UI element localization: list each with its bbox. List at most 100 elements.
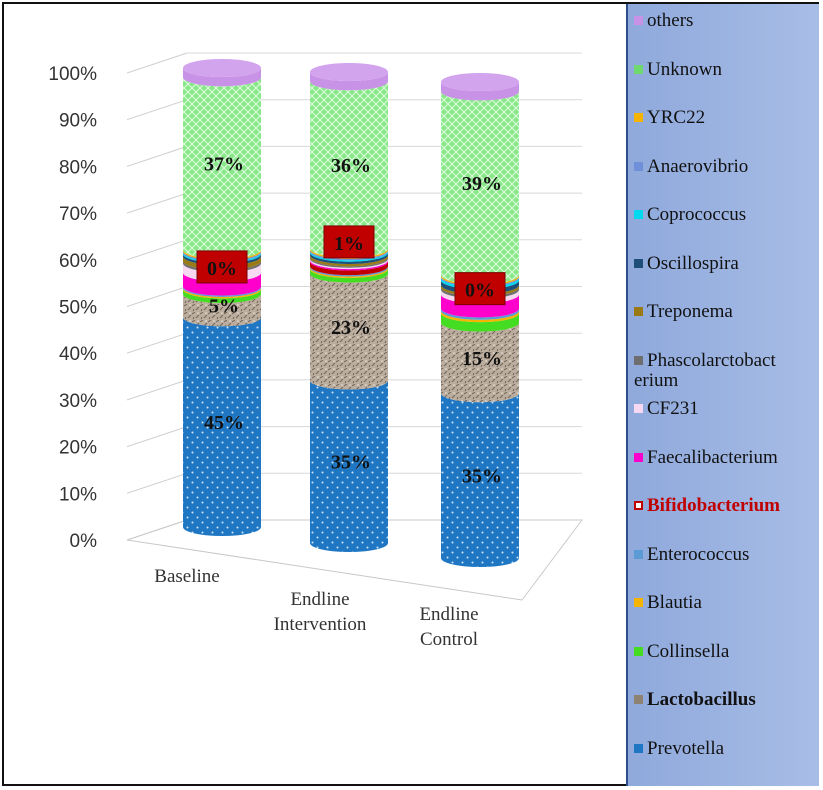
gridline-side	[126, 239, 188, 261]
legend-swatch-icon	[634, 598, 643, 607]
gridline-side	[126, 145, 188, 167]
legend-item-oscillospira: Oscillospira	[634, 253, 739, 275]
bar-segment-collinsella	[183, 289, 261, 304]
legend-label: Coprococcus	[647, 204, 747, 225]
gridline-side	[126, 426, 188, 448]
gridline-side	[126, 332, 188, 354]
data-label-prevotella: 35%	[331, 452, 371, 474]
bar-segment-enterococcus	[310, 266, 388, 277]
x-category-label: Intervention	[274, 614, 367, 635]
gridline-side	[126, 192, 188, 214]
bar-segment-others	[183, 68, 261, 87]
data-label-bifidobacterium: 1%	[334, 233, 364, 255]
legend-label: Enterococcus	[647, 543, 750, 565]
legend-swatch-icon	[634, 113, 643, 122]
legend-label: erium	[634, 369, 679, 391]
y-tick-label: 60%	[59, 251, 97, 272]
bar-segment-enterococcus	[183, 286, 261, 297]
data-label-unknown: 36%	[331, 155, 371, 177]
bar-segment-prevotella	[183, 317, 261, 536]
bar-segment-faecalibacterium	[183, 272, 261, 296]
bar-segment-blautia	[310, 267, 388, 278]
x-category-label: Endline	[419, 604, 478, 625]
legend-label: CF231	[647, 398, 699, 419]
y-tick-label: 50%	[59, 298, 97, 319]
legend-item-prevotella: Prevotella	[634, 738, 724, 760]
bar-segment-cf231	[310, 258, 388, 270]
bar-segment-unknown	[441, 91, 519, 285]
bar-segment-others	[310, 72, 388, 91]
bar-segment-lactobacillus	[441, 322, 519, 403]
legend-label: Unknown	[647, 58, 722, 80]
y-tick-label: 70%	[59, 204, 97, 225]
bar-segment-enterococcus	[441, 308, 519, 320]
cylinder-top	[310, 63, 388, 81]
legend-swatch-icon	[634, 501, 643, 510]
legend-item-lactobacillus: Lactobacillus	[634, 689, 756, 711]
legend-item-faecalibacterium: Faecalibacterium	[634, 447, 778, 469]
cylinder-endline-intervention: 35% 23% 1% 36%	[310, 63, 388, 552]
legend-swatch-icon	[634, 646, 643, 656]
bar-segment-collinsella	[441, 313, 519, 332]
x-category-label: Endline	[290, 589, 349, 610]
legend-label: Blautia	[647, 592, 702, 613]
cylinder-baseline: 45% 5% 0% 37%	[183, 59, 261, 536]
legend-item-cf231: CF231	[634, 398, 699, 420]
legend-swatch-icon	[634, 549, 643, 559]
data-label-box	[323, 225, 375, 259]
y-tick-label: 80%	[59, 157, 97, 178]
bar-segment-faecalibacterium	[441, 294, 519, 318]
legend-label: Collinsella	[647, 640, 730, 662]
data-label-bifidobacterium: 0%	[465, 280, 495, 302]
legend-label: YRC22	[647, 107, 706, 128]
bar-segment-unknown	[310, 81, 388, 258]
data-label-bifidobacterium: 0%	[207, 258, 237, 280]
bar-segment-collinsella	[310, 268, 388, 283]
data-label-prevotella: 45%	[204, 412, 244, 434]
y-tick-label: 10%	[59, 484, 97, 505]
bar-segment-oscillospira	[310, 252, 388, 265]
legend-item-blautia: Blautia	[634, 592, 702, 614]
legend-swatch-icon	[634, 743, 643, 753]
gridline-side	[126, 472, 188, 494]
x-category-label: Control	[420, 629, 478, 650]
bar-segment-treponema	[310, 255, 388, 267]
legend-swatch-icon	[634, 161, 643, 171]
floor	[126, 519, 583, 601]
bar-segment-lactobacillus	[183, 294, 261, 327]
data-label-lactobacillus: 5%	[209, 296, 239, 318]
legend-swatch-icon	[634, 404, 643, 413]
data-label-lactobacillus: 23%	[331, 317, 371, 339]
legend-swatch-icon	[634, 452, 643, 462]
y-tick-label: 90%	[59, 111, 97, 132]
data-label-box	[196, 250, 248, 284]
y-tick-label: 100%	[48, 64, 97, 85]
data-label-unknown: 39%	[462, 173, 502, 195]
y-tick-label: 0%	[70, 531, 98, 552]
legend-swatch-icon	[634, 16, 643, 25]
data-label-unknown: 37%	[204, 154, 244, 176]
bar-segment-prevotella	[441, 393, 519, 567]
legend-item-others: others	[634, 10, 693, 32]
legend-swatch-icon	[634, 210, 643, 219]
legend-swatch-icon	[634, 695, 643, 704]
bar-segment-others	[441, 82, 519, 101]
bar-segment-bifidobacterium	[310, 261, 388, 276]
bar-segment-faecalibacterium	[310, 260, 388, 271]
bar-segment-blautia	[441, 310, 519, 323]
legend-item-bifidobacterium: Bifidobacterium	[634, 495, 780, 517]
gridline-side	[126, 379, 188, 401]
legend-label: others	[647, 10, 694, 31]
x-category-label: Baseline	[154, 566, 219, 587]
data-label-prevotella: 35%	[462, 466, 502, 488]
bar-segment-unknown	[183, 77, 261, 259]
y-tick-label: 40%	[59, 344, 97, 365]
legend-label: Faecalibacterium	[647, 446, 778, 468]
bar-segment-phascolarctobacterium	[310, 257, 388, 268]
legend-item-unknown: Unknown	[634, 59, 722, 81]
gridline-side	[126, 286, 188, 307]
legend-label: Phascolarctobact	[647, 349, 776, 371]
legend-item-enterococcus: Enterococcus	[634, 544, 749, 566]
y-tick-label: 20%	[59, 438, 97, 459]
